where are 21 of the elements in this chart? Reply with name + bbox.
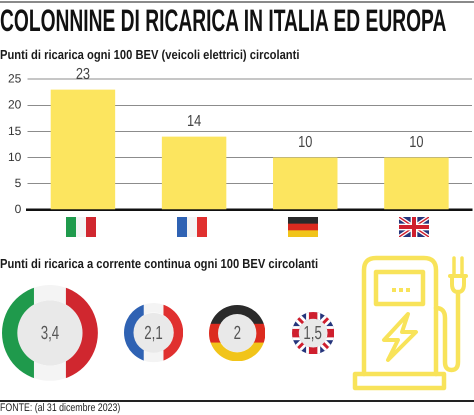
y-tick-label: 10 bbox=[8, 150, 22, 164]
data-label: 14 bbox=[186, 112, 202, 130]
bar bbox=[50, 90, 116, 210]
y-tick-label: 0 bbox=[14, 202, 22, 216]
data-label: 10 bbox=[298, 134, 312, 152]
data-label: 2,1 bbox=[144, 323, 163, 344]
bar bbox=[384, 158, 449, 210]
data-label: 1,5 bbox=[303, 323, 322, 344]
y-tick-label: 20 bbox=[8, 98, 22, 112]
source-note: FONTE: (al 31 dicembre 2023) bbox=[0, 402, 120, 414]
data-label: 10 bbox=[409, 134, 424, 152]
y-tick-label: 25 bbox=[8, 72, 22, 86]
text: Punti di ricarica a corrente continua ogni 100 BEV circolanti bbox=[0, 256, 318, 271]
bar bbox=[162, 136, 226, 210]
y-tick-label: 5 bbox=[14, 176, 22, 190]
y-tick-label: 15 bbox=[8, 124, 22, 138]
chart-subtitle: Punti di ricarica ogni 100 BEV (veicoli elettrici) circolanti bbox=[0, 47, 300, 62]
data-label: 3,4 bbox=[40, 323, 60, 344]
data-label: 2 bbox=[234, 323, 241, 344]
bar bbox=[273, 158, 338, 210]
chart-title: COLONNINE DI RICARICA IN ITALIA ED EUROPA bbox=[0, 3, 446, 39]
